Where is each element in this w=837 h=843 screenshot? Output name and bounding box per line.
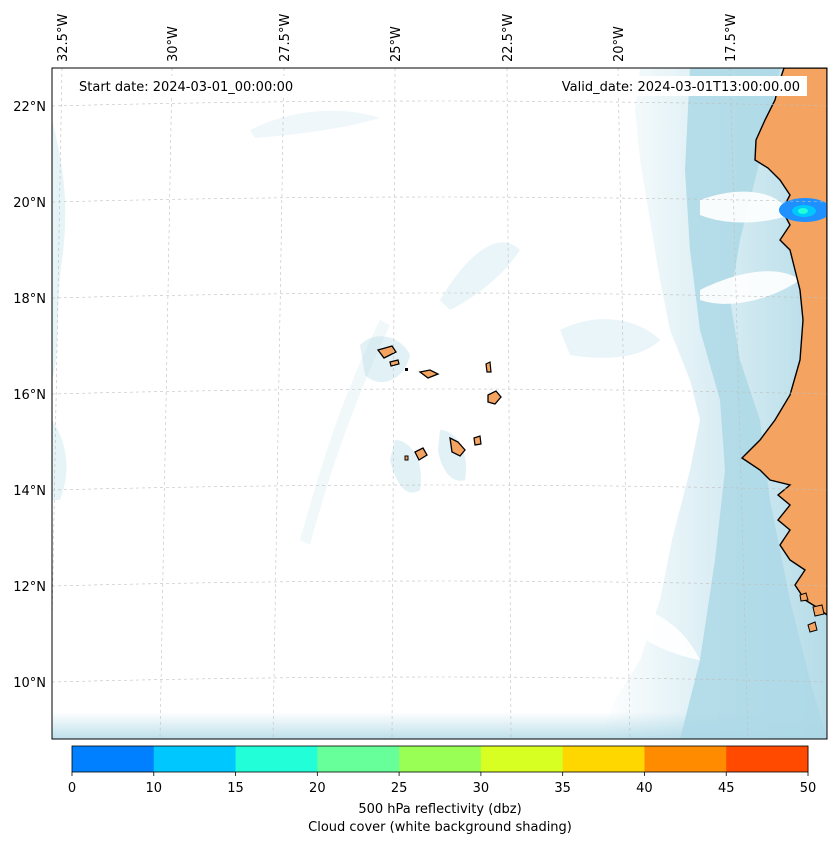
- colorbar-segment: [235, 746, 318, 772]
- colorbar-segment: [153, 746, 237, 772]
- colorbar-tick-label: 15: [227, 781, 244, 796]
- lon-label: 27.5°W: [278, 14, 293, 62]
- start-date-box: [70, 76, 320, 96]
- lon-label: 25°W: [389, 26, 404, 62]
- lon-label: 22.5°W: [501, 14, 516, 62]
- map-frame: [51, 67, 828, 740]
- colorbar-tick-label: 50: [800, 781, 817, 796]
- colorbar-segment: [399, 746, 482, 772]
- colorbar-tick-label: 20: [309, 781, 326, 796]
- bissagos-islands: [799, 592, 825, 633]
- lon-label: 30°W: [166, 26, 181, 62]
- colorbar-tick-label: 25: [391, 781, 408, 796]
- colorbar-segment: [480, 746, 564, 772]
- colorbar-tick-label: 45: [718, 781, 735, 796]
- start-date-text: Start date: 2024-03-01_00:00:00: [79, 80, 293, 95]
- reflectivity-cell: [779, 198, 827, 222]
- lat-label: 14°N: [13, 484, 46, 499]
- lat-label: 20°N: [13, 196, 46, 211]
- valid-date-text: Valid_date: 2024-03-01T13:00:00.00: [562, 80, 800, 95]
- colorbar-sublabel: Cloud cover (white background shading): [308, 820, 572, 835]
- colorbar-segment: [562, 746, 645, 772]
- lat-label: 12°N: [13, 580, 46, 595]
- colorbar-tick-label: 30: [473, 781, 490, 796]
- colorbar-frame: [71, 745, 809, 773]
- colorbar-segment: [317, 746, 400, 772]
- colorbar-segment: [644, 746, 727, 772]
- map-plot-area: Start date: 2024-03-01_00:00:00 Valid_da…: [52, 68, 827, 739]
- lon-label: 20°W: [612, 26, 627, 62]
- lon-labels: 32.5°W 30°W 27.5°W 25°W 22.5°W 20°W 17.5…: [56, 14, 739, 62]
- lon-label: 32.5°W: [56, 14, 71, 62]
- lat-label: 10°N: [13, 676, 46, 691]
- colorbar-tick-label: 10: [146, 781, 163, 796]
- lon-label: 17.5°W: [724, 14, 739, 62]
- colorbar-tick-label: 40: [636, 781, 653, 796]
- colorbar-segment: [726, 746, 809, 772]
- lat-label: 22°N: [13, 100, 46, 115]
- colorbar-tick-label: 35: [554, 781, 571, 796]
- colorbar-label: 500 hPa reflectivity (dbz): [358, 802, 521, 817]
- cape-verde-islands: [376, 345, 502, 461]
- colorbar-segment: [72, 746, 155, 772]
- lat-label: 18°N: [13, 292, 46, 307]
- colorbar-tick-label: 0: [68, 781, 76, 796]
- valid-date-box: [537, 76, 807, 96]
- colorbar: 0 10 15 20 25 30 35 40 45 50 500 hPa reflectivity…: [68, 745, 817, 835]
- lat-labels: 22°N 20°N 18°N 16°N 14°N 12°N 10°N: [13, 100, 46, 691]
- lat-label: 16°N: [13, 388, 46, 403]
- graticule: [52, 68, 827, 739]
